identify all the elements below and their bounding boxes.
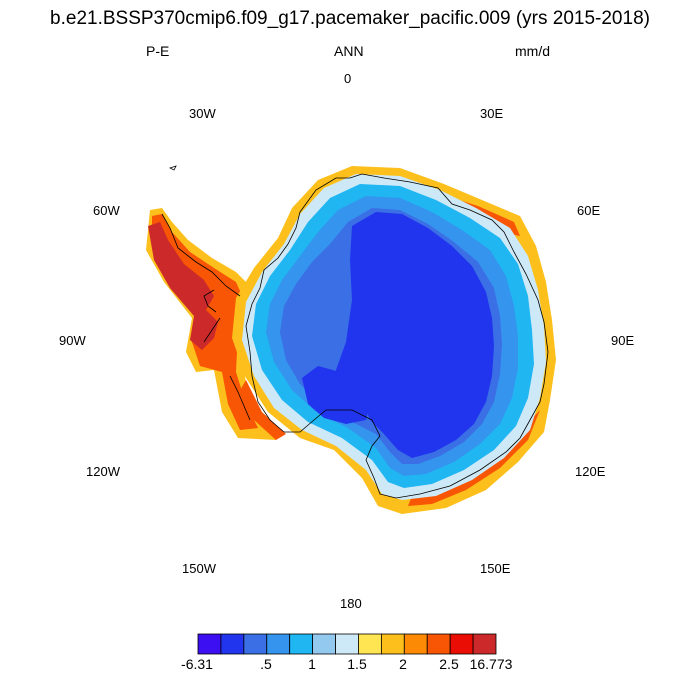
coastline-continent xyxy=(245,173,549,499)
coast-hot xyxy=(238,194,540,506)
plot-title: b.e21.BSSP370cmip6.f09_g17.pacemaker_pac… xyxy=(50,8,650,29)
lon-label-150e: 150E xyxy=(480,561,511,576)
colorbar-box xyxy=(449,633,474,655)
colorbar-box xyxy=(335,633,359,655)
lon-label-120e: 120E xyxy=(575,464,606,479)
lon-label-60w: 60W xyxy=(93,203,120,218)
colorbar-box xyxy=(197,633,222,655)
lon-label-150w: 150W xyxy=(182,561,216,576)
colorbar-box xyxy=(403,633,428,655)
coastline-island xyxy=(168,165,177,171)
variable-label: P-E xyxy=(146,43,170,59)
colorbar-box xyxy=(266,633,291,655)
lon-label-30e: 30E xyxy=(480,106,504,121)
lon-label-90w: 90W xyxy=(59,333,86,348)
colorbar-box xyxy=(426,633,451,655)
colorbar-label: 2 xyxy=(399,656,407,672)
coastline-peninsula xyxy=(161,213,251,421)
lon-label-180: 180 xyxy=(340,596,362,611)
colorbar-box xyxy=(243,633,268,655)
lon-label-60e: 60E xyxy=(577,203,601,218)
lon-label-0: 0 xyxy=(344,71,352,86)
colorbar-label: 2.5 xyxy=(439,656,459,672)
colorbar xyxy=(197,633,497,655)
interior xyxy=(336,212,494,458)
colorbar-label: 1 xyxy=(308,656,316,672)
colorbar-box xyxy=(358,633,382,655)
lon-label-30w: 30W xyxy=(189,106,216,121)
colorbar-box xyxy=(220,633,245,655)
colorbar-label: .5 xyxy=(260,656,272,672)
lon-label-120w: 120W xyxy=(86,464,120,479)
colorbar-box xyxy=(312,633,336,655)
ross-shelf-interior xyxy=(302,366,370,424)
season-label: ANN xyxy=(334,43,364,59)
peninsula-max xyxy=(148,222,218,350)
units-label: mm/d xyxy=(515,43,550,59)
colorbar-label: 16.773 xyxy=(469,656,513,672)
lon-label-90e: 90E xyxy=(611,333,635,348)
colorbar-box xyxy=(472,633,497,655)
colorbar-box xyxy=(289,633,314,655)
colorbar-label: -6.31 xyxy=(181,656,213,672)
colorbar-box xyxy=(380,633,405,655)
colorbar-label: 1.5 xyxy=(347,656,367,672)
